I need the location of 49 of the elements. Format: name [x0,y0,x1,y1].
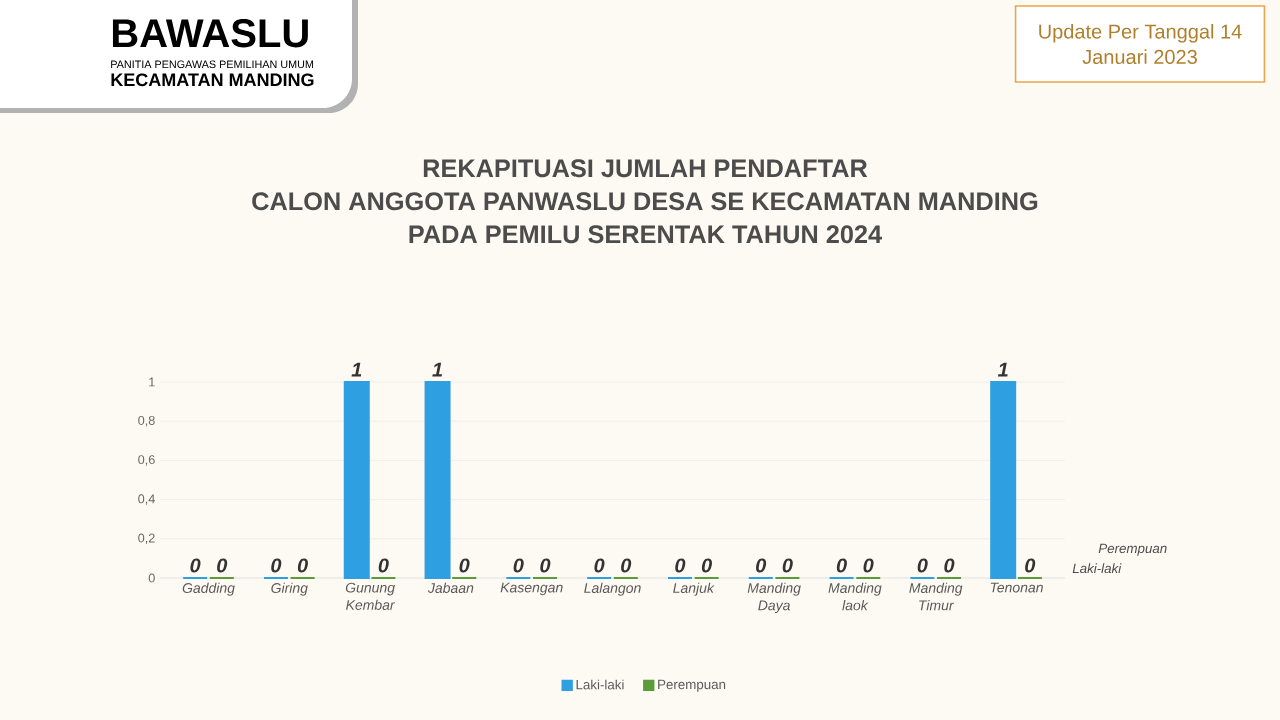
y-tick-label: 0,8 [138,415,155,427]
data-label: 0 [540,558,551,573]
y-tick-label: 0 [148,573,155,583]
data-label: 0 [271,558,282,573]
x-tick-label: Lanjuk [673,582,715,596]
text: PANITIA PENGAWAS PEMILIHAN UMUM [111,60,314,69]
text: Perempuan [1098,543,1167,556]
data-label: 0 [701,558,712,573]
data-label: 0 [1025,558,1036,573]
data-label: 0 [378,558,389,573]
y-tick-label: 1 [149,377,155,387]
text: Laki-laki [1072,563,1122,574]
data-label: 0 [594,558,605,573]
data-label: 1 [997,362,1008,377]
text: BAWASLU [112,19,308,48]
x-tick-label: Jabaan [427,582,474,593]
data-label: 0 [836,558,847,573]
text: KECAMATAN MANDING [111,73,314,87]
chart-subtitle: CALON ANGGOTA PANWASLU DESA SE KECAMATAN MANDING PADA PEMILU SERENTAK TAHUN 2024 [252,192,1038,244]
data-label: 0 [675,558,686,573]
data-label: 0 [297,558,308,573]
x-tick-label: Giring [271,582,308,596]
chart-title: REKAPITUASI JUMLAH PENDAFTAR [423,159,868,178]
data-label: 1 [432,362,443,377]
data-label: 0 [217,558,228,573]
legend-label: Perempuan [658,679,726,692]
data-label: 0 [190,558,201,573]
data-label: 0 [944,558,955,573]
x-tick-label: Manding Daya [747,582,801,614]
legend-label: Laki-laki [576,679,624,690]
y-tick-label: 0,4 [138,494,155,505]
data-label: 0 [863,558,874,573]
data-label: 0 [782,558,793,573]
data-label: 0 [756,558,767,573]
data-label: 0 [513,558,524,573]
x-tick-label: Lalangon [584,582,641,596]
data-label: 0 [621,558,632,573]
x-tick-label: Kasengan [500,582,563,596]
x-tick-label: Gunung Kembar [345,582,396,610]
y-tick-label: 0,2 [138,533,155,545]
x-tick-label: Manding laok [828,582,882,611]
data-label: 1 [351,362,362,377]
y-tick-label: 0,6 [138,455,155,466]
x-tick-label: Tenonan [990,582,1043,593]
data-label: 0 [917,558,928,573]
text: Update Per Tanggal 14 Januari 2023 [1039,23,1242,64]
x-tick-label: Manding Timur [909,582,963,611]
x-tick-label: Gadding [182,582,235,596]
data-label: 0 [459,558,470,573]
